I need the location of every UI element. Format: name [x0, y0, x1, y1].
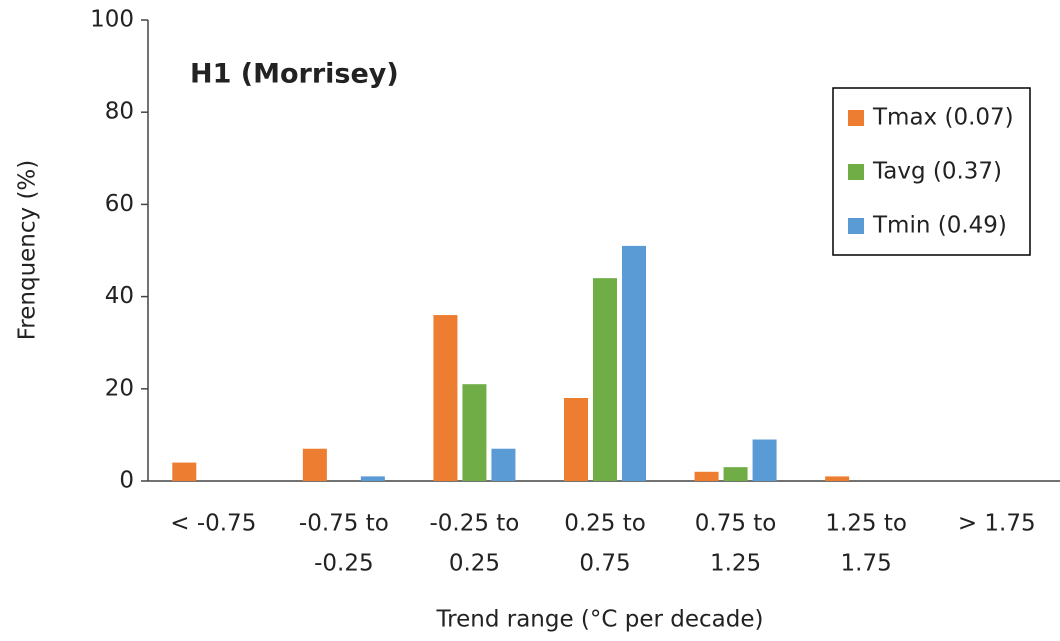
bar [462, 384, 487, 481]
x-tick-label: > 1.75 [958, 511, 1036, 537]
bar [622, 245, 646, 481]
x-tick-label: -0.25 [314, 551, 374, 577]
chart-annotation: H1 (Morrisey) [190, 59, 399, 90]
bar [593, 278, 617, 481]
bar [825, 476, 850, 481]
bar [172, 462, 197, 481]
x-tick-label: 1.25 to [825, 511, 907, 537]
legend-swatch [848, 164, 864, 180]
bar [564, 398, 588, 481]
bar [491, 448, 516, 481]
bar [360, 476, 385, 481]
x-tick-label: 0.75 [579, 551, 630, 577]
x-tick-label: -0.25 to [429, 511, 519, 537]
y-tick-label: 0 [119, 468, 134, 494]
y-tick-label: 100 [90, 7, 134, 33]
y-axis-label: Frenquency (%) [15, 160, 41, 341]
x-tick-label: -0.75 to [299, 511, 389, 537]
bar [752, 439, 777, 481]
bar [723, 467, 748, 481]
legend-label: Tavg (0.37) [872, 159, 1002, 185]
bar [433, 315, 458, 481]
y-tick-label: 80 [105, 99, 134, 125]
bar [302, 448, 327, 481]
legend-swatch [848, 110, 864, 126]
legend-swatch [848, 218, 864, 234]
legend-label: Tmin (0.49) [872, 213, 1007, 239]
x-axis-label: Trend range (°C per decade) [435, 607, 763, 633]
legend-label: Tmax (0.07) [872, 105, 1014, 131]
bar [694, 471, 719, 481]
x-tick-label: 0.25 to [564, 511, 646, 537]
x-tick-label: 1.25 [710, 551, 761, 577]
x-tick-label: 0.25 [449, 551, 500, 577]
y-tick-label: 20 [105, 375, 134, 401]
y-tick-label: 60 [105, 191, 134, 217]
x-tick-label: < -0.75 [170, 511, 256, 537]
x-tick-label: 0.75 to [695, 511, 777, 537]
y-tick-label: 40 [105, 283, 134, 309]
x-tick-label: 1.75 [841, 551, 892, 577]
legend-box [832, 87, 1031, 256]
